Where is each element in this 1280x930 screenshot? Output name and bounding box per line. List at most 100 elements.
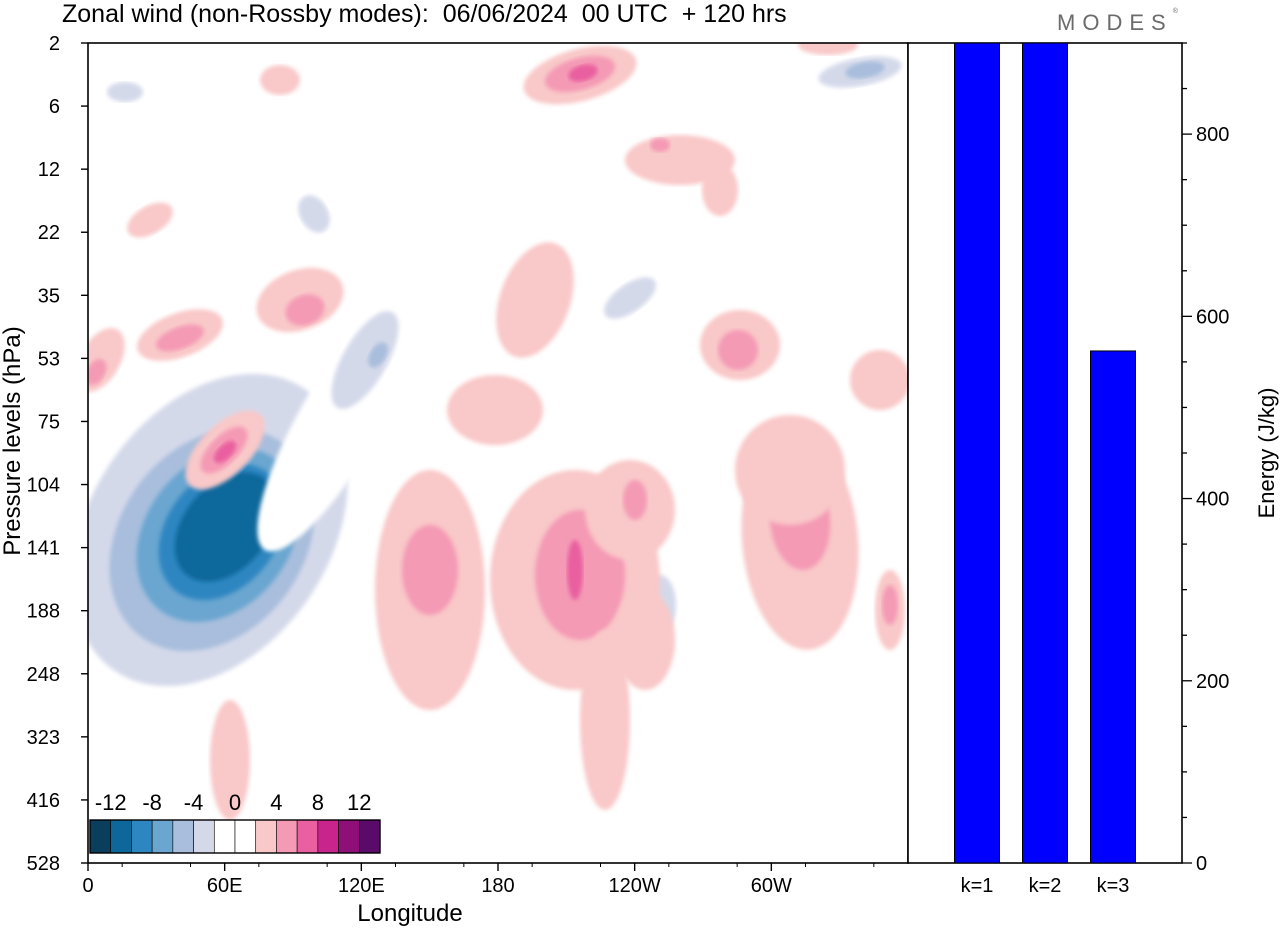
bar-category-label: k=2 [1029,875,1062,897]
colorbar-label: 8 [312,790,324,815]
colorbar-swatch [89,819,112,854]
colorbar-swatch [358,819,381,854]
positive-wind-contour-45 [447,375,543,445]
brand-name: MODES [1057,10,1173,35]
positive-wind-contour-58 [718,330,758,370]
y-tick-label: 323 [27,727,60,749]
colorbar-label: -8 [142,790,162,815]
positive-wind-contour-34 [798,43,858,55]
negative-wind-contour-16 [156,273,204,307]
brand-logo: MODES® [1057,8,1178,36]
negative-wind-contour-7 [331,311,399,409]
energy-tick-label: 600 [1196,306,1229,328]
colorbar-swatch [131,819,153,854]
positive-wind-contour-44 [735,415,845,525]
energy-bar-k=3 [1090,350,1136,864]
colorbar-label: 4 [270,790,282,815]
colorbar-label: -12 [95,790,127,815]
y-tick-label: 12 [38,159,60,181]
colorbar-frame [89,819,381,854]
positive-wind-contour-60 [650,138,670,152]
y-tick-label: 75 [38,411,60,433]
positive-wind-contour-63 [702,164,738,216]
positive-wind-contour-64 [210,700,250,820]
colorbar-swatch [255,819,277,854]
colorbar-swatch [193,819,215,854]
heatmap-field [88,43,908,863]
colorbar-swatch [151,819,174,854]
colorbar-swatch [317,819,339,854]
energy-axis-label: Energy (J/kg) [1254,388,1279,519]
negative-wind-contour-8 [368,342,388,368]
colorbar-swatch [172,819,194,854]
positive-wind-contour-33 [568,64,598,82]
negative-wind-contour-13 [107,82,143,102]
energy-bar-k=2 [1022,42,1068,864]
positive-wind-contour-39 [567,540,583,600]
positive-wind-contour-54 [156,324,204,352]
colorbar: -12 -8 -4 0 4 8 12 [89,790,381,854]
bar-category-label: k=3 [1097,875,1130,897]
colorbar-label: 12 [347,790,371,815]
energy-tick-label: 200 [1196,671,1229,693]
positive-wind-contour-46 [496,242,574,358]
colorbar-swatch [276,819,298,854]
colorbar-swatch [234,819,257,854]
colorbar-swatch [110,819,132,854]
x-tick-label: 120W [609,875,661,897]
y-tick-label: 416 [27,790,60,812]
colorbar-swatch [213,819,236,854]
negative-wind-contour-20 [430,106,490,134]
y-tick-label: 104 [27,475,60,497]
negative-wind-contour-11 [845,61,885,79]
negative-wind-contour-5 [174,472,278,582]
y-tick-label: 53 [38,348,60,370]
negative-wind-contour-23 [682,600,718,670]
colorbar-swatch [338,819,360,854]
positive-wind-contour-50 [882,585,898,625]
y-tick-label: 248 [27,664,60,686]
negative-wind-contour-25 [870,680,908,800]
bar-category-label: k=1 [961,875,994,897]
colorbar-swatch [296,819,319,854]
x-tick-label: 60W [751,875,792,897]
energy-bar-k=1 [954,42,1000,864]
energy-bar-panel: k=1 k=2 k=3 0 200 400 600 800 Energy (J/kg) [907,42,1279,897]
y-tick-label: 6 [49,96,60,118]
x-tick-label: 120E [338,875,385,897]
y-tick-label: 35 [38,285,60,307]
negative-wind-contour-18 [604,277,656,319]
positive-wind-contour-62 [260,65,300,95]
chart-title: Zonal wind (non-Rossby modes): 06/06/202… [62,0,787,28]
positive-wind-contour-61 [127,202,173,238]
negative-wind-contour-26 [300,720,420,840]
negative-wind-contour-15 [298,195,330,233]
x-tick-label: 0 [82,875,93,897]
y-tick-label: 528 [27,853,60,875]
positive-wind-contour-41 [623,480,647,520]
colorbar-label: -4 [184,790,204,815]
positive-wind-contour-65 [850,350,908,410]
registered-mark: ® [1172,8,1178,15]
positive-wind-contour-47 [615,590,675,690]
y-tick-label: 188 [27,601,60,623]
energy-tick-label: 0 [1196,853,1207,875]
x-tick-label: 60E [207,875,243,897]
x-axis-label: Longitude [357,900,462,927]
negative-wind-contour-24 [88,735,118,825]
x-tick-label: 180 [481,875,514,897]
energy-tick-label: 400 [1196,489,1229,511]
negative-wind-contour-19 [812,314,908,366]
y-axis-label: Pressure levels (hPa) [0,326,26,555]
positive-wind-contour-48 [580,630,630,810]
positive-wind-contour-56 [88,359,107,385]
y-tick-label: 22 [38,222,60,244]
y-tick-label: 141 [27,538,60,560]
positive-wind-contour-36 [402,525,458,615]
energy-tick-label: 800 [1196,124,1229,146]
y-tick-label: 2 [49,33,60,55]
positive-wind-contour-30 [213,440,237,464]
colorbar-label: 0 [229,790,241,815]
